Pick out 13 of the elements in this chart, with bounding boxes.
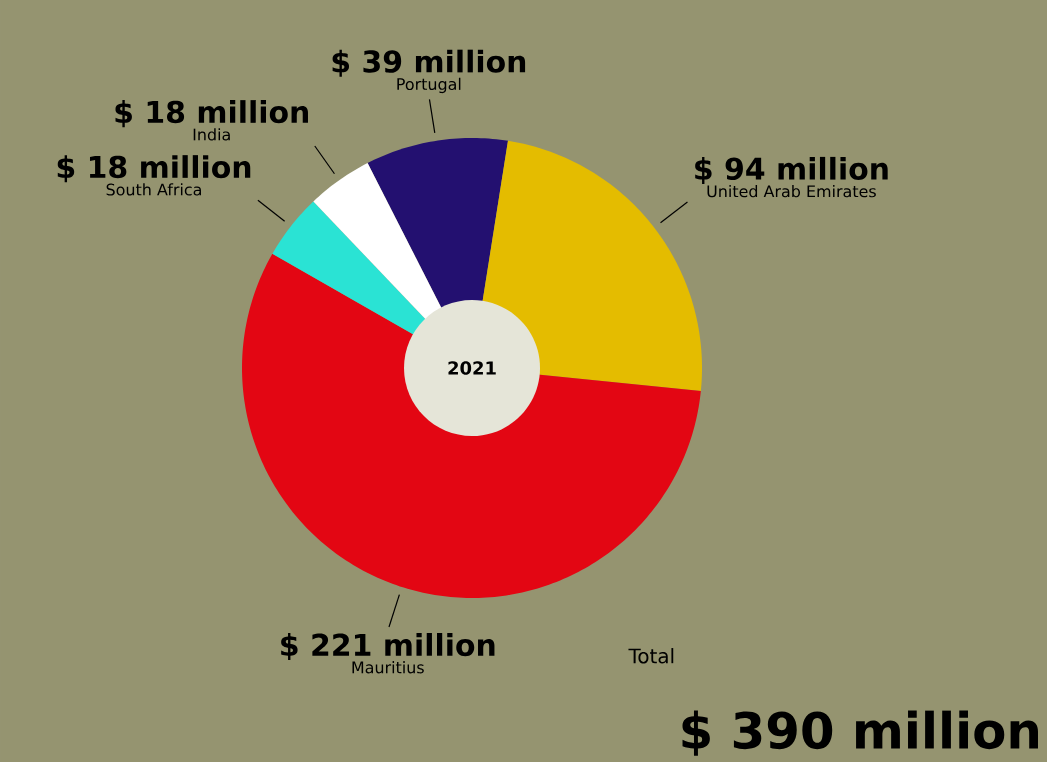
text: Total <box>628 648 674 664</box>
data-label: $ 94 million <box>695 156 888 184</box>
slice-label: United Arab Emirates <box>707 184 876 198</box>
text: 2021 <box>448 361 496 375</box>
text: $ 390 million <box>682 710 1038 756</box>
data-label: $ 39 million <box>332 49 526 77</box>
slice-label: India <box>193 128 230 141</box>
data-label: $ 18 million <box>57 155 251 183</box>
data-label: $ 221 million <box>281 633 495 661</box>
data-label: $ 18 million <box>115 100 308 128</box>
slice-label: Mauritius <box>352 661 424 674</box>
slice-label: Portugal <box>397 77 461 94</box>
slice-label: South Africa <box>106 183 201 196</box>
